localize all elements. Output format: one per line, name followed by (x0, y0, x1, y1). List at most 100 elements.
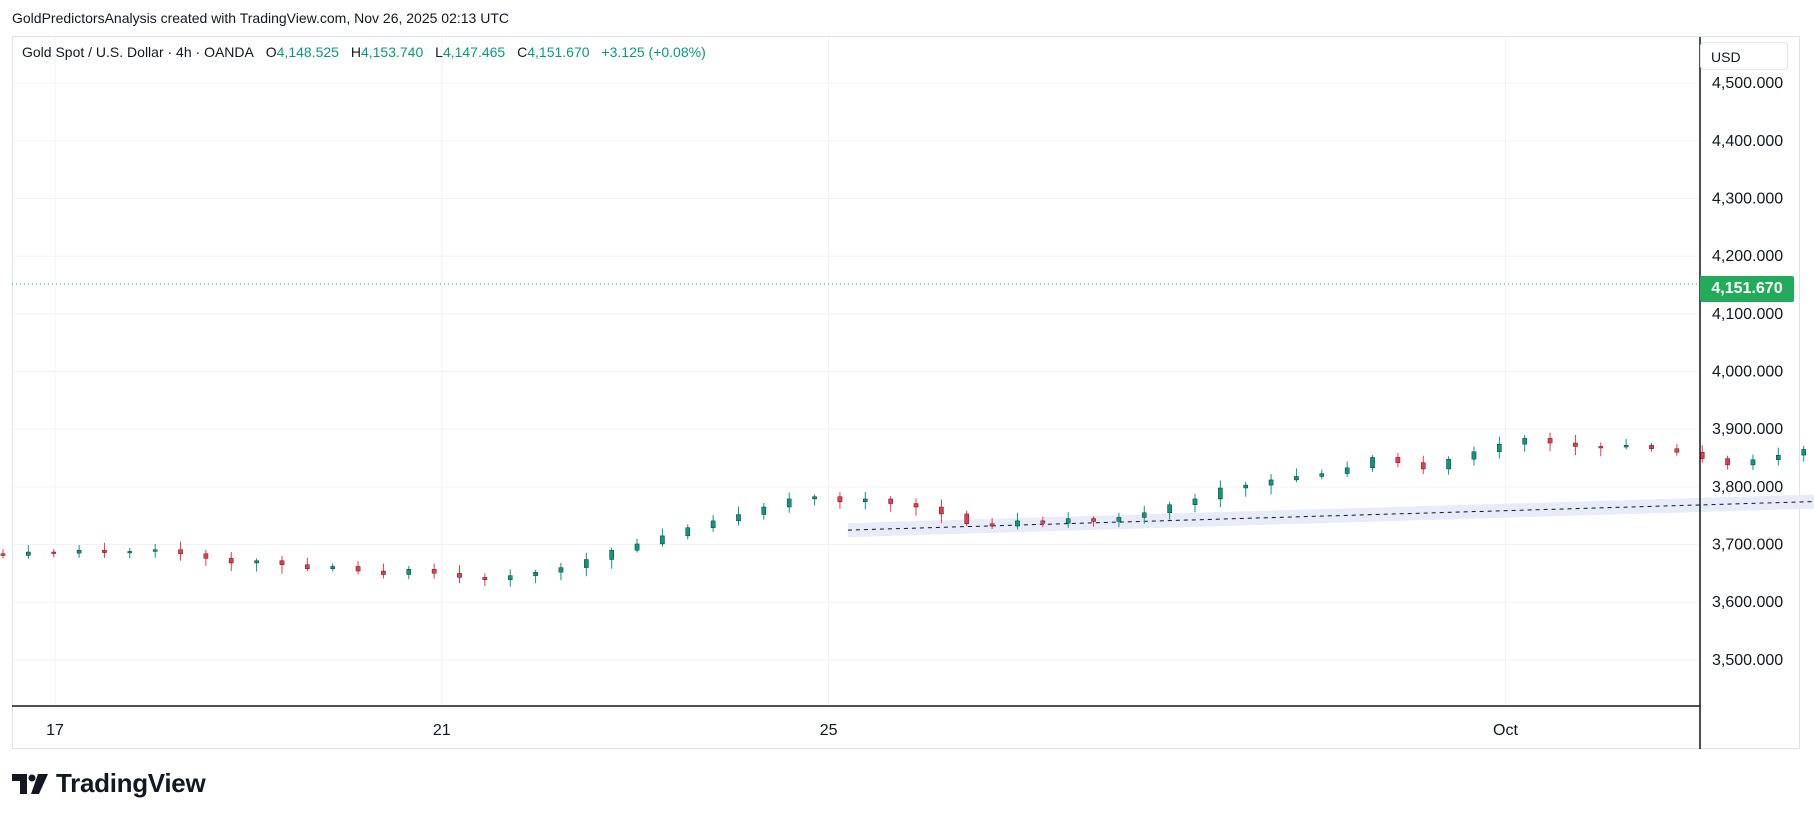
candle-body[interactable] (1268, 479, 1274, 486)
candle-body[interactable] (1065, 518, 1071, 524)
candle-body[interactable] (1623, 445, 1629, 448)
candle-body[interactable] (685, 527, 691, 537)
open-label: O (265, 44, 277, 60)
candle-body[interactable] (51, 551, 57, 554)
tradingview-logo-icon (12, 773, 48, 794)
candle-body[interactable] (406, 569, 412, 575)
tradingview-logo[interactable]: TradingView (12, 768, 206, 799)
y-tick-label: 4,000.000 (1712, 364, 1783, 381)
candle-body[interactable] (812, 496, 817, 500)
high-label: H (350, 44, 361, 60)
triangle-channel (847, 494, 1814, 538)
candle-body[interactable] (1598, 446, 1604, 449)
candle-body[interactable] (761, 506, 767, 515)
candle-body[interactable] (609, 550, 614, 560)
candle-body[interactable] (837, 496, 843, 503)
candle-body[interactable] (862, 498, 868, 503)
symbol-label[interactable]: Gold Spot / U.S. Dollar · 4h · OANDA (22, 44, 254, 60)
candle-body[interactable] (1522, 438, 1527, 445)
candle-body[interactable] (102, 550, 107, 553)
x-tick-label: 17 (46, 722, 64, 739)
candle-body[interactable] (1015, 520, 1020, 527)
last-price-tag: 4,151.670 (1700, 276, 1794, 302)
change-value: +3.125 (+0.08%) (601, 44, 706, 60)
y-tick-label: 3,500.000 (1712, 652, 1783, 669)
candle-body[interactable] (1167, 504, 1172, 513)
candle-body[interactable] (1776, 454, 1781, 460)
candle-body[interactable] (939, 506, 944, 515)
candle-body[interactable] (1040, 520, 1046, 524)
candle-body[interactable] (1547, 438, 1553, 444)
chart-frame[interactable] (12, 36, 1800, 749)
candle-body[interactable] (1344, 467, 1350, 474)
candle-body[interactable] (1192, 498, 1198, 505)
candle-body[interactable] (660, 535, 665, 545)
lower-channel-band (847, 494, 1814, 538)
candle-body[interactable] (558, 567, 564, 573)
y-tick-label: 3,700.000 (1712, 537, 1783, 554)
candle-body[interactable] (1649, 445, 1654, 449)
candle-body[interactable] (1471, 451, 1477, 460)
candle-body[interactable] (1699, 452, 1705, 459)
candle-body[interactable] (152, 549, 158, 552)
candle-body[interactable] (228, 558, 234, 564)
close-value: 4,151.670 (527, 44, 590, 60)
candle-body[interactable] (1750, 459, 1756, 466)
candle-body[interactable] (710, 520, 716, 528)
candle-body[interactable] (381, 570, 386, 575)
currency-selector[interactable]: USD (1700, 42, 1788, 70)
candle-body[interactable] (254, 560, 259, 564)
candle-body[interactable] (1420, 462, 1426, 470)
candle-body[interactable] (1801, 449, 1806, 456)
candle-body[interactable] (330, 566, 336, 569)
candle-body[interactable] (1319, 473, 1325, 477)
candle-body[interactable] (736, 514, 741, 522)
candle-body[interactable] (888, 498, 893, 504)
candle-body[interactable] (1141, 512, 1147, 518)
open-value: 4,148.525 (276, 44, 339, 60)
candle-body[interactable] (1243, 484, 1249, 489)
candle-body[interactable] (989, 523, 995, 527)
candle-body[interactable] (1446, 458, 1451, 470)
candle-body[interactable] (482, 577, 488, 580)
candle-body[interactable] (279, 560, 285, 565)
candle-body[interactable] (76, 550, 82, 554)
candle-body[interactable] (457, 573, 462, 578)
candle-body[interactable] (913, 503, 919, 508)
candle-body[interactable] (305, 564, 310, 569)
y-tick-label: 3,800.000 (1712, 479, 1783, 496)
y-tick-label: 4,200.000 (1712, 248, 1783, 265)
candle-body[interactable] (1725, 458, 1730, 466)
high-value: 4,153.740 (360, 44, 424, 60)
candle-body[interactable] (26, 551, 31, 556)
candle-body[interactable] (1674, 448, 1680, 453)
candle-body[interactable] (584, 559, 589, 568)
candle-body[interactable] (1370, 457, 1375, 469)
candle-body[interactable] (178, 549, 183, 554)
candle-body[interactable] (533, 572, 538, 576)
low-value: 4,147.465 (442, 44, 506, 60)
candle-body[interactable] (634, 543, 640, 551)
candle-body[interactable] (964, 513, 970, 524)
y-tick-label: 4,500.000 (1712, 75, 1783, 92)
candle-body[interactable] (786, 498, 792, 508)
candle-body[interactable] (1091, 518, 1096, 522)
candle-body[interactable] (0, 553, 6, 556)
candle-body[interactable] (507, 575, 513, 580)
y-tick-label: 4,300.000 (1712, 190, 1783, 207)
candle-body[interactable] (1573, 442, 1578, 447)
y-tick-label: 4,100.000 (1712, 306, 1783, 323)
candle-body[interactable] (431, 569, 437, 574)
candle-body[interactable] (1497, 443, 1502, 452)
candle-body[interactable] (203, 553, 209, 559)
candle-body[interactable] (1294, 476, 1299, 481)
grid-layer (12, 37, 1700, 706)
axes: 3,500.000 3,600.000 3,700.000 3,800.000 3,90… (12, 37, 1783, 749)
candle-body[interactable] (1218, 487, 1223, 500)
chart-caption: GoldPredictorsAnalysis created with Trad… (12, 10, 509, 26)
candle-body[interactable] (355, 566, 361, 572)
candle-body[interactable] (1116, 517, 1122, 522)
candle-body[interactable] (1395, 457, 1401, 463)
candle-body[interactable] (127, 551, 133, 554)
